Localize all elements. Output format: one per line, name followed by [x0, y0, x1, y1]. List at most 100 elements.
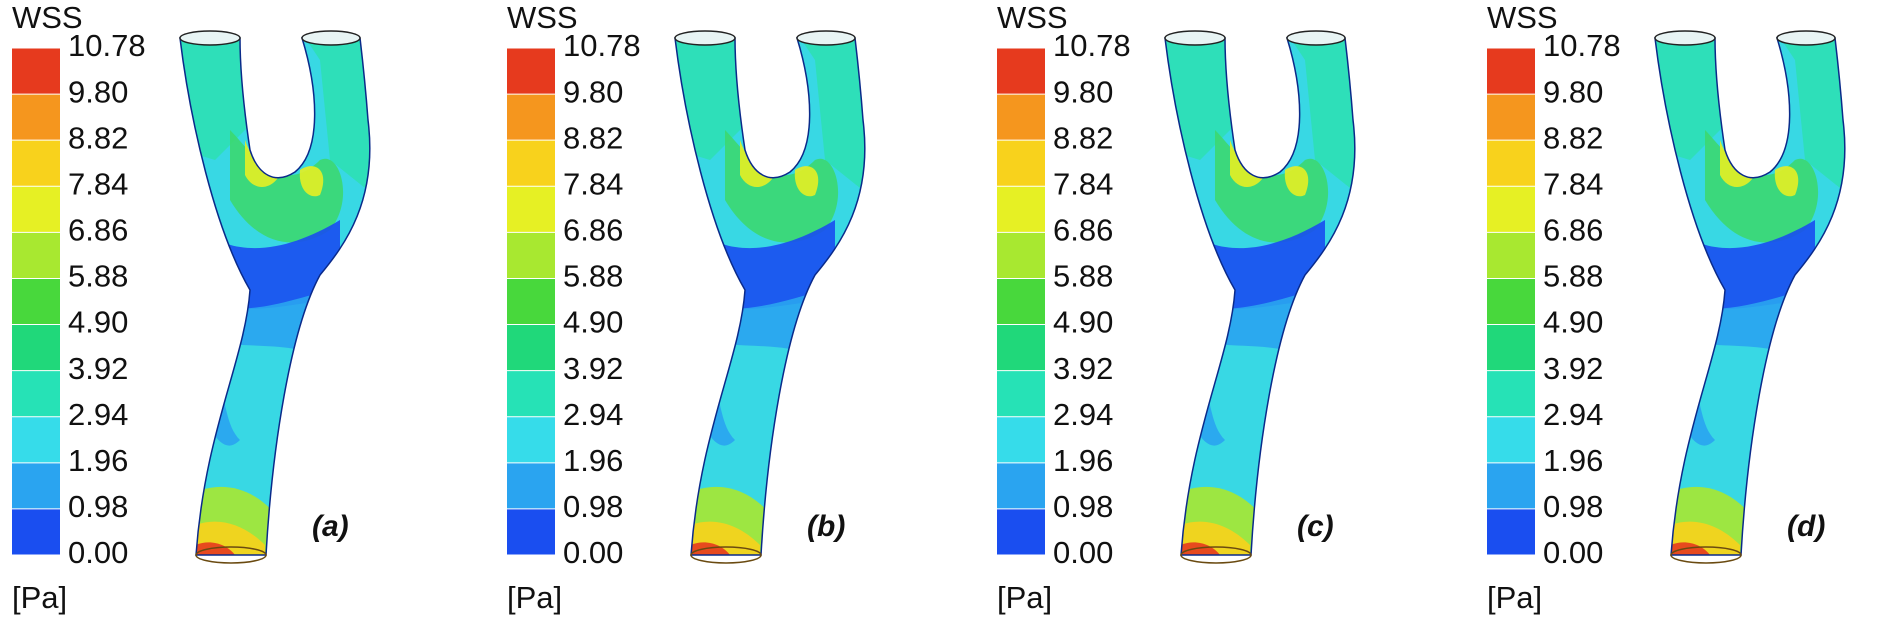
region — [1775, 38, 1845, 200]
color-band — [1487, 48, 1535, 95]
tick-label: 7.84 — [563, 166, 623, 201]
color-band — [997, 140, 1045, 187]
tick-label: 5.88 — [1543, 259, 1603, 294]
panel-label: (c) — [1297, 510, 1334, 543]
tick-label: 1.96 — [563, 443, 623, 478]
tick-label: 1.96 — [1543, 443, 1603, 478]
color-band — [997, 278, 1045, 325]
color-band — [507, 370, 555, 417]
color-band — [507, 94, 555, 141]
outlet — [1654, 30, 1716, 46]
color-band — [507, 186, 555, 233]
tick-label: 9.80 — [68, 74, 128, 109]
vessel — [179, 30, 371, 564]
tick-label: 4.90 — [563, 305, 623, 340]
tick-label: 3.92 — [563, 351, 623, 386]
color-band — [507, 508, 555, 555]
tick-label: 0.00 — [1053, 535, 1113, 570]
region — [1655, 38, 1735, 160]
tick-label: 10.78 — [68, 28, 146, 63]
tick-label: 6.86 — [1543, 213, 1603, 248]
outlet — [1286, 30, 1346, 46]
inlet — [1670, 546, 1742, 564]
legend-unit: [Pa] — [1487, 580, 1542, 615]
color-band — [507, 48, 555, 95]
tick-label: 2.94 — [1543, 397, 1603, 432]
panel-label: (b) — [807, 510, 845, 543]
color-band — [1487, 462, 1535, 509]
tick-label: 5.88 — [563, 259, 623, 294]
color-band — [12, 140, 60, 187]
color-band — [997, 48, 1045, 95]
tick-label: 4.90 — [1543, 305, 1603, 340]
region — [300, 38, 370, 200]
color-band — [507, 416, 555, 463]
region — [1175, 542, 1220, 555]
region — [185, 521, 265, 555]
tick-label: 7.84 — [1543, 166, 1603, 201]
tick-label: 0.98 — [563, 489, 623, 524]
vessel-outline — [179, 37, 371, 556]
tick-label: 10.78 — [563, 28, 641, 63]
region — [1705, 130, 1819, 243]
tick-label: 4.90 — [1053, 305, 1113, 340]
legend-unit: [Pa] — [12, 580, 67, 615]
region — [725, 130, 839, 243]
tick-label: 1.96 — [1053, 443, 1113, 478]
color-band — [1487, 94, 1535, 141]
color-band — [12, 324, 60, 371]
region — [190, 542, 235, 555]
tick-label: 9.80 — [563, 74, 623, 109]
legend-title: WSS — [507, 0, 578, 35]
tick-label: 6.86 — [563, 213, 623, 248]
inlet — [195, 546, 267, 564]
tick-label: 7.84 — [1053, 166, 1113, 201]
legend-title: WSS — [1487, 0, 1558, 35]
tick-label: 3.92 — [1543, 351, 1603, 386]
region — [685, 542, 730, 555]
color-band — [997, 462, 1045, 509]
region — [180, 38, 260, 160]
tick-label: 7.84 — [68, 166, 128, 201]
outlet — [1776, 30, 1836, 46]
region — [794, 166, 819, 197]
vessel-outline — [1654, 37, 1846, 556]
color-band — [1487, 508, 1535, 555]
region — [675, 38, 755, 160]
color-band — [1487, 324, 1535, 371]
tick-label: 5.88 — [1053, 259, 1113, 294]
color-band — [997, 232, 1045, 279]
color-band — [1487, 370, 1535, 417]
tick-label: 2.94 — [563, 397, 623, 432]
region — [1215, 130, 1329, 243]
legend-title: WSS — [12, 0, 83, 35]
color-band — [507, 324, 555, 371]
color-band — [997, 94, 1045, 141]
color-band — [1487, 186, 1535, 233]
tick-label: 3.92 — [1053, 351, 1113, 386]
color-band — [12, 462, 60, 509]
tick-label: 9.80 — [1053, 74, 1113, 109]
inlet — [690, 546, 762, 564]
region — [1165, 38, 1245, 160]
vessel — [1654, 30, 1846, 564]
region — [299, 166, 324, 197]
color-band — [997, 370, 1045, 417]
tick-label: 10.78 — [1543, 28, 1621, 63]
vessel-outline — [1164, 37, 1356, 556]
tick-label: 4.90 — [68, 305, 128, 340]
color-band — [12, 186, 60, 233]
color-band — [997, 186, 1045, 233]
tick-label: 8.82 — [1543, 120, 1603, 155]
color-band — [507, 140, 555, 187]
color-band — [1487, 140, 1535, 187]
color-band — [1487, 416, 1535, 463]
outlet — [796, 30, 856, 46]
tick-label: 1.96 — [68, 443, 128, 478]
tick-label: 9.80 — [1543, 74, 1603, 109]
color-band — [12, 370, 60, 417]
